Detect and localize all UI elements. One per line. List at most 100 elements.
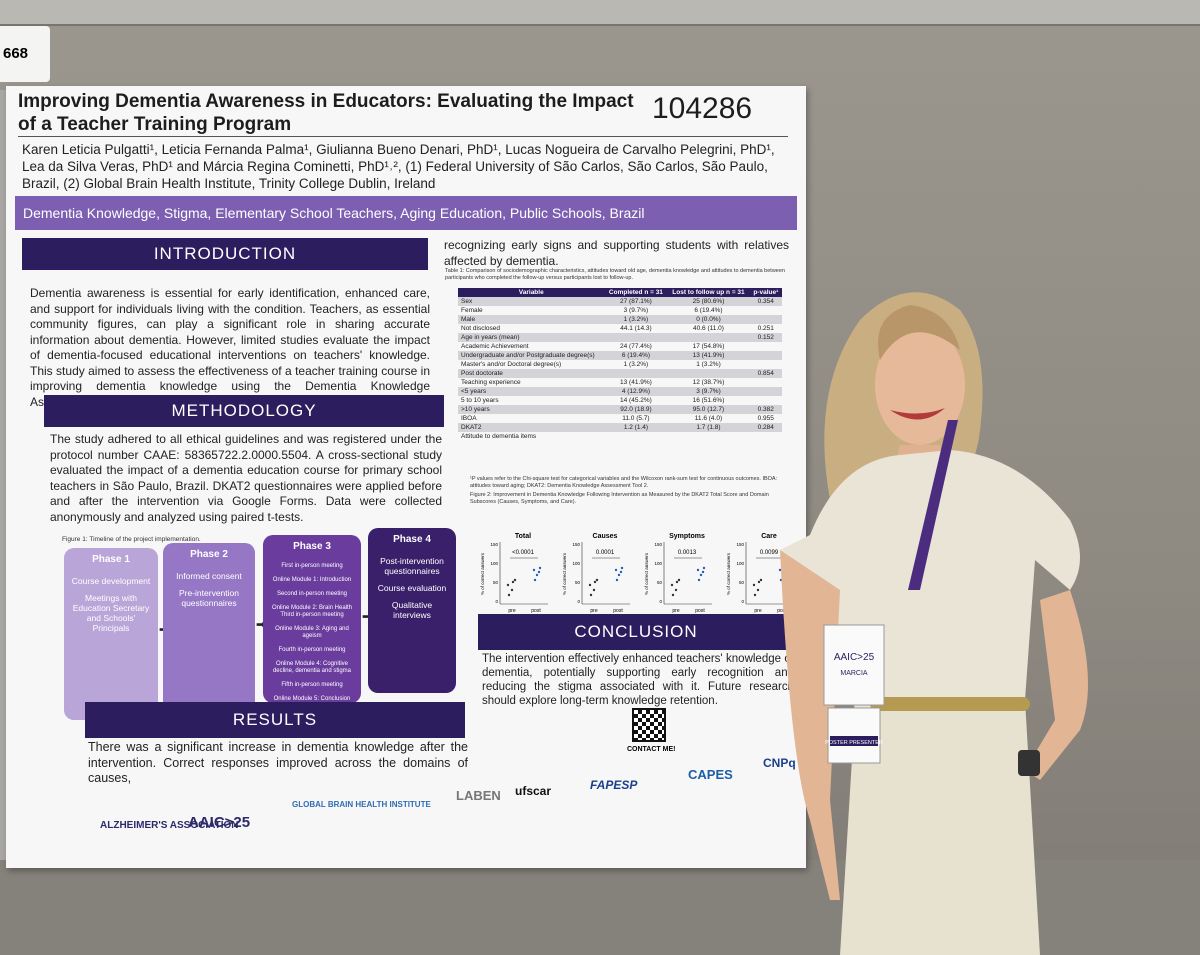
table-row: Master's and/or Doctoral degree(s) 1 (3.2… [458, 360, 782, 369]
table-cell: <5 years [458, 387, 605, 396]
wall-frame [0, 0, 1200, 26]
poster-id: 104286 [652, 92, 753, 125]
table-cell: 0.251 [757, 325, 774, 332]
table-row: IBOA 11.0 (5.7) 11.6 (4.0) 0.955 [458, 414, 782, 423]
table-cell: 1.7 (1.8) [667, 423, 750, 432]
table-row: Attitude to dementia items [458, 432, 782, 441]
table-cell [749, 387, 782, 396]
phase-title: Phase 1 [92, 554, 130, 565]
phase-box: Phase 4 Post-intervention questionnaires C… [368, 528, 456, 693]
table-row: Age in years (mean) 0.152 [458, 333, 782, 342]
logo: ufscar [515, 784, 552, 798]
contact-label: CONTACT ME! [627, 746, 676, 753]
table-header-cell: Variable [458, 288, 605, 297]
intro-text: Dementia awareness is essential for earl… [30, 286, 430, 409]
y-tick-label: 0 [577, 599, 580, 604]
qr-code [632, 708, 666, 742]
phase-box: Phase 2 Informed consent Pre-intervention … [163, 543, 255, 711]
y-tick-label: 150 [572, 542, 580, 547]
table-row: 5 to 10 years 14 (45.2%) 16 (51.6%) [458, 396, 782, 405]
dot [593, 580, 597, 584]
phase-item: Online Module 3: Aging and ageism [275, 626, 349, 639]
dot [507, 593, 511, 597]
y-tick-label: 150 [736, 542, 744, 547]
figure-caption: Figure 2: Improvement in Dementia Knowle… [470, 492, 769, 505]
table-row: Sex 27 (87.1%) 25 (80.6%) 0.354 [458, 297, 782, 306]
dot [701, 570, 705, 574]
logo: GLOBAL BRAIN HEALTH INSTITUTE [292, 800, 431, 809]
phase-item: Qualitative interviews [391, 600, 433, 620]
results-text: There was a significant increase in deme… [88, 740, 468, 785]
panel-title: Total [515, 533, 531, 540]
section-header: RESULTS [85, 702, 465, 738]
phase-title: Phase 3 [293, 541, 331, 552]
dot [753, 593, 757, 597]
dot [757, 580, 761, 584]
table-cell: 4 (12.9%) [604, 387, 668, 396]
dot [677, 578, 681, 582]
dot [756, 588, 760, 592]
table-cell: 0.382 [749, 405, 782, 414]
table-cell: Female [461, 307, 483, 314]
table-cell: 0.152 [749, 333, 782, 342]
p-value: 0.0001 [596, 550, 615, 556]
dot [617, 573, 621, 577]
rule [18, 136, 788, 137]
dot [506, 583, 510, 587]
table-cell: Age in years (mean) [458, 333, 605, 342]
table-cell: Undergraduate and/or Postgraduate degree… [458, 351, 605, 360]
table-cell: 92.0 (18.9) [604, 405, 668, 414]
arrow: ➡ [256, 619, 266, 631]
phase-item: Informed consent [176, 571, 242, 581]
x-tick-label: post [777, 608, 787, 614]
dot [670, 583, 674, 587]
logo: CNPq [763, 756, 796, 770]
panel-title: Symptoms [669, 533, 705, 540]
panel-title: Care [761, 533, 777, 540]
dot [696, 568, 700, 572]
section-header: INTRODUCTION [22, 238, 428, 270]
table-cell [604, 432, 667, 441]
dot [674, 588, 678, 592]
y-tick-label: 50 [739, 580, 745, 585]
mini-chart: Symptoms 0.0013 150 100 50 0 pre post % of corre… [644, 533, 712, 614]
phase-box: Phase 1 Course development Meetings with E… [64, 548, 158, 720]
table-cell: 0.284 [749, 423, 782, 432]
mini-chart: Total <0.0001 150 100 50 0 pre post % of correct… [480, 533, 548, 614]
table-cell: 1 (3.2%) [604, 315, 668, 324]
phase-item: Post-intervention questionnaires [380, 556, 444, 576]
table-header-cell: Lost to follow up n = 31 [667, 288, 750, 297]
dot [595, 578, 599, 582]
table-cell: 17 (54.8%) [692, 343, 725, 350]
dot [533, 578, 537, 582]
table-cell: 1 (3.2%) [696, 361, 721, 368]
x-tick-label: post [531, 608, 541, 614]
dot [510, 588, 514, 592]
phase-title: Phase 4 [393, 534, 431, 545]
table-row: <5 years 4 (12.9%) 3 (9.7%) [458, 387, 782, 396]
table-cell: DKAT2 [458, 423, 605, 432]
phase-item: Online Module 1: Introduction [272, 577, 352, 583]
dot [511, 580, 515, 584]
dot [697, 578, 701, 582]
dot [752, 583, 756, 587]
phase-item: Meetings with Education Secretary and Sc… [72, 593, 150, 633]
dot [615, 578, 619, 582]
figure-caption: Figure 1: Timeline of the project implem… [62, 536, 201, 543]
keywords-bar: Dementia Knowledge, Stigma, Elementary S… [15, 196, 797, 230]
table-footnote: ¹P values refer to the Chi-square test f… [470, 476, 778, 489]
dot [620, 566, 624, 570]
y-tick-label: 100 [736, 561, 744, 566]
person: AAIC>25 MARCIA POSTER PRESENTER [780, 292, 1088, 955]
x-tick-label: post [613, 608, 623, 614]
p-value: <0.0001 [512, 550, 535, 556]
badge-role: POSTER PRESENTER [825, 740, 883, 746]
y-tick-label: 100 [572, 561, 580, 566]
table-cell: Male [458, 315, 605, 324]
section-header: METHODOLOGY [44, 395, 444, 427]
table-cell: Not disclosed [461, 325, 501, 332]
phase-item: Fourth in-person meeting [278, 647, 346, 653]
mini-chart: Causes 0.0001 150 100 50 0 pre post % of correct… [562, 533, 630, 614]
dot [537, 570, 541, 574]
phase-item: Fifth in-person meeting [281, 682, 343, 688]
